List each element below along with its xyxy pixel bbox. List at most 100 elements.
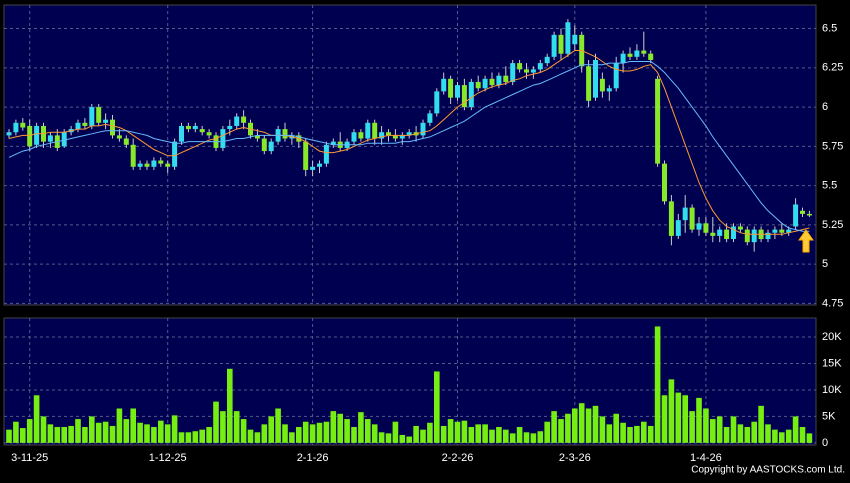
- volume-bar: [309, 424, 316, 443]
- candle-body: [717, 229, 723, 236]
- candle-body: [220, 129, 226, 148]
- candle-body: [627, 53, 633, 57]
- volume-bar: [68, 425, 74, 443]
- volume-bar: [289, 432, 295, 443]
- candle-body: [116, 135, 122, 139]
- y-tick-label: 20K: [822, 331, 842, 343]
- volume-bar: [537, 431, 544, 443]
- volume-bar: [551, 411, 557, 443]
- x-tick-label: 2-1-26: [297, 452, 329, 464]
- candle-body: [96, 107, 102, 123]
- candle-body: [655, 78, 661, 164]
- volume-bar: [137, 422, 143, 443]
- volume-bar: [489, 429, 495, 443]
- candle-body: [13, 122, 19, 133]
- candle-body: [234, 116, 240, 126]
- volume-bar: [689, 411, 695, 443]
- y-tick-label: 5.5: [822, 180, 837, 192]
- candle-body: [703, 223, 709, 233]
- x-tick-label: 1-4-26: [690, 452, 722, 464]
- volume-bar: [220, 411, 226, 443]
- candle-body: [806, 213, 812, 216]
- y-tick-label: 5K: [822, 410, 836, 422]
- volume-bar: [482, 424, 488, 443]
- candle-body: [662, 163, 667, 202]
- candle-body: [448, 78, 454, 98]
- candle-body: [668, 201, 674, 236]
- x-tick-label: 3-11-25: [11, 452, 48, 464]
- volume-bar: [54, 427, 61, 443]
- y-tick-label: 4.75: [822, 297, 843, 309]
- volume-bar: [675, 392, 682, 443]
- volume-bar: [565, 413, 571, 443]
- volume-bar: [682, 395, 688, 443]
- volume-bar: [47, 424, 54, 443]
- candle-body: [323, 144, 329, 164]
- volume-bar: [785, 429, 792, 443]
- candle-body: [185, 125, 191, 130]
- volume-bar: [358, 412, 364, 443]
- volume-bar: [654, 326, 661, 443]
- volume-bar: [544, 421, 550, 443]
- volume-bar: [344, 419, 350, 443]
- candle-body: [75, 122, 81, 130]
- candle-body: [489, 78, 495, 86]
- volume-bar: [123, 419, 130, 443]
- y-tick-label: 10K: [822, 384, 842, 396]
- volume-bar: [275, 408, 281, 443]
- volume-bar: [192, 431, 199, 443]
- candle-body: [455, 85, 460, 98]
- candle-body: [206, 132, 212, 136]
- candle-body: [6, 132, 12, 136]
- volume-bar: [40, 416, 47, 443]
- candle-body: [682, 207, 688, 221]
- candle-body: [89, 107, 95, 126]
- candle-body: [110, 119, 115, 136]
- candle-body: [441, 78, 447, 92]
- candle-body: [641, 50, 647, 54]
- volume-bar: [185, 432, 192, 443]
- candle-body: [634, 50, 640, 57]
- volume-bar: [509, 433, 516, 443]
- candle-body: [724, 229, 730, 240]
- volume-bar: [351, 427, 357, 443]
- candle-body: [593, 59, 598, 98]
- candle-body: [765, 232, 771, 240]
- volume-bar: [26, 419, 33, 443]
- candle-body: [800, 210, 805, 214]
- volume-bar: [337, 413, 343, 443]
- volume-bar: [261, 424, 268, 443]
- volume-bar: [744, 427, 751, 443]
- volume-bar: [144, 424, 150, 443]
- volume-bar: [130, 408, 136, 443]
- volume-bar: [247, 429, 254, 443]
- volume-bar: [516, 427, 523, 443]
- candle-body: [468, 81, 474, 108]
- volume-bar: [696, 397, 702, 443]
- volume-bar: [323, 421, 330, 443]
- candle-body: [510, 63, 516, 82]
- candle-body: [82, 122, 88, 126]
- volume-bar: [75, 419, 81, 443]
- candle-body: [710, 232, 716, 236]
- volume-bar: [365, 419, 371, 443]
- volume-bar: [233, 411, 240, 443]
- volume-bar: [716, 416, 723, 443]
- volume-bar: [434, 371, 440, 443]
- candle-body: [558, 34, 564, 54]
- candle-body: [503, 75, 509, 82]
- candle-body: [599, 78, 605, 92]
- y-tick-label: 15K: [822, 357, 842, 369]
- candle-body: [199, 129, 205, 133]
- candle-body: [786, 229, 792, 233]
- candle-body: [779, 229, 785, 233]
- candle-body: [379, 132, 385, 139]
- candle-body: [158, 160, 164, 164]
- candle-body: [179, 125, 184, 142]
- volume-bar: [599, 416, 606, 443]
- volume-bar: [164, 424, 171, 443]
- candle-body: [675, 220, 681, 236]
- y-tick-label: 6.25: [822, 62, 843, 74]
- price-panel: [3, 4, 817, 306]
